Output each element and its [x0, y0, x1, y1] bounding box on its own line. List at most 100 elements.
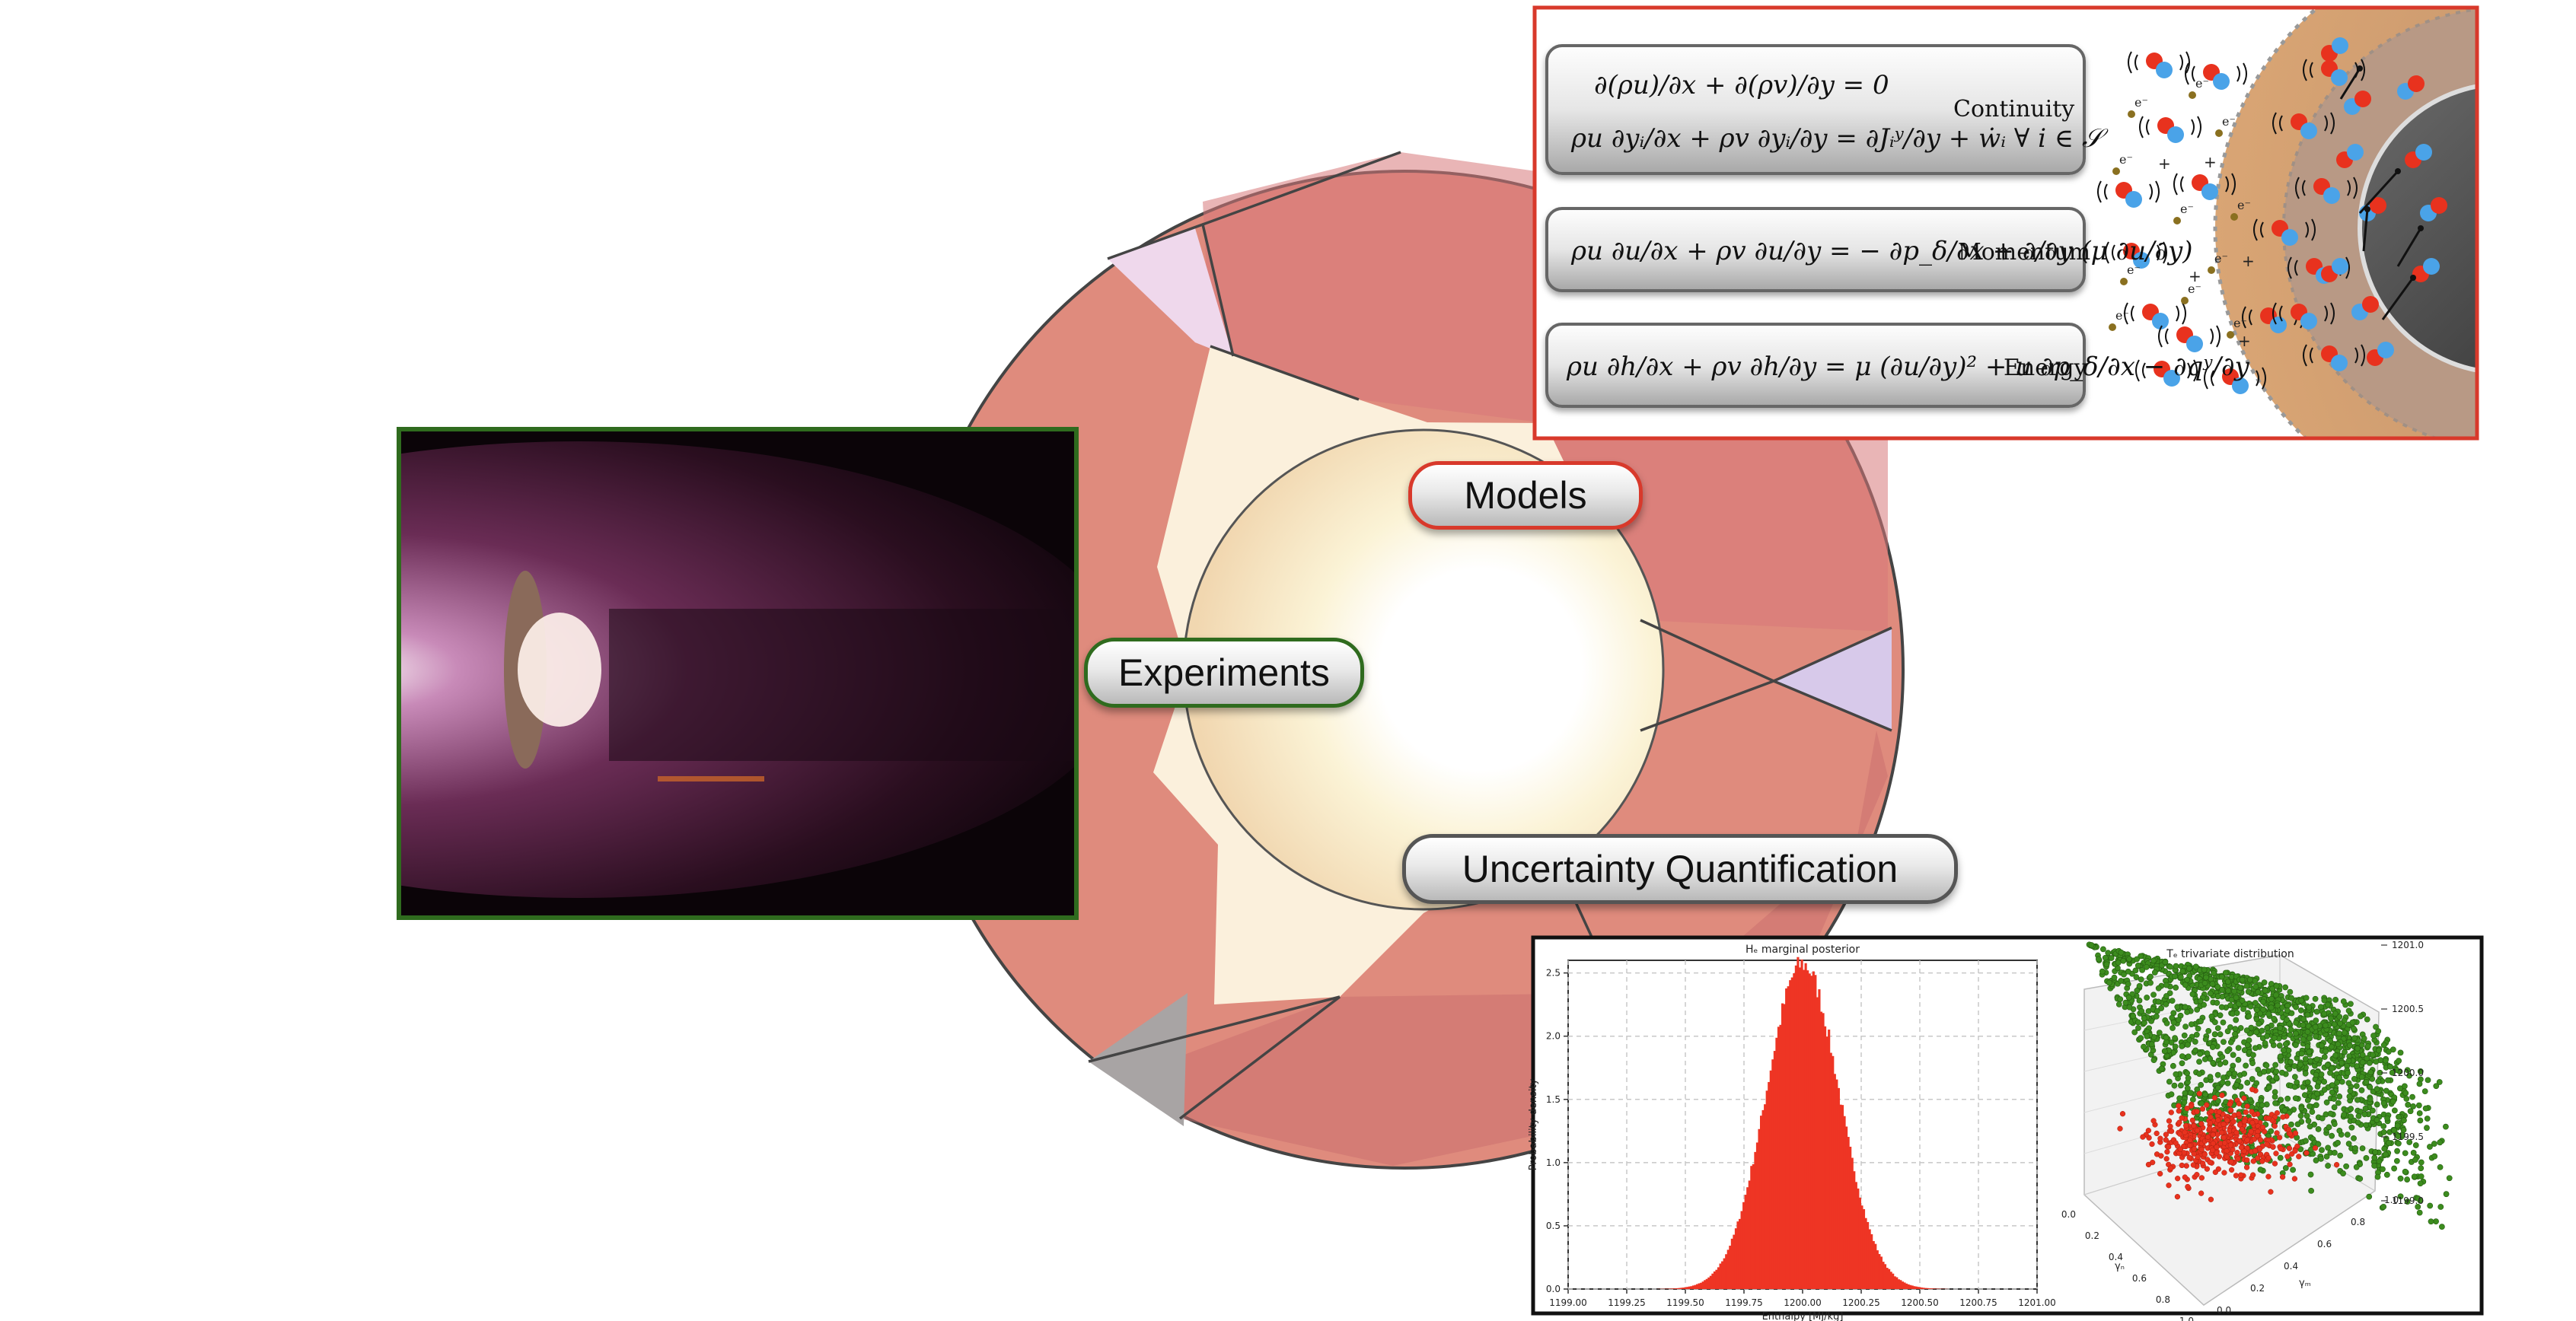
energy-panel: ρu ∂h/∂x + ρv ∂h/∂y = μ (∂u/∂y)² + u ∂p_…: [1545, 323, 2249, 408]
reaction-arrowhead: [2418, 225, 2424, 231]
hist-bar: [1907, 1284, 1910, 1289]
surface-molecule: [2321, 37, 2348, 62]
scatter-point-red: [2228, 1167, 2235, 1173]
scatter-point-green: [2182, 1004, 2189, 1011]
scatter-point-green: [2202, 1036, 2209, 1042]
hist-bar: [1845, 1126, 1848, 1289]
scatter-point-red: [2211, 1095, 2218, 1101]
electron-label: e⁻: [2233, 316, 2247, 330]
surface-molecule: [2351, 296, 2379, 320]
surface-molecule: [2321, 258, 2348, 282]
scatter-point-green: [2211, 1019, 2218, 1026]
scatter-point-green: [2416, 1209, 2423, 1216]
scatter-point-red: [2212, 1169, 2218, 1176]
scatter-point-green: [2362, 1105, 2369, 1112]
scatter-point-green: [2247, 1097, 2254, 1103]
scatter-point-red: [2230, 1119, 2236, 1125]
scatter-point-green: [2393, 1067, 2400, 1073]
surface-molecule: [2336, 144, 2364, 168]
scatter-point-green: [2282, 984, 2289, 991]
scatter-point-green: [2203, 1077, 2210, 1084]
scatter-point-green: [2252, 978, 2259, 984]
scatter-point-green: [2355, 1113, 2362, 1119]
probe-streak: [658, 776, 764, 781]
scatter-point-red: [2174, 1194, 2181, 1200]
scatter-point-green: [2402, 1150, 2409, 1157]
scatter-point-green: [2298, 997, 2305, 1004]
momentum-label: Momentum: [1958, 239, 2091, 266]
scatter-point-green: [2232, 1031, 2238, 1037]
scatter-point-green: [2325, 1163, 2332, 1169]
blue-atom: [2300, 313, 2317, 329]
scatter-point-red: [2207, 1119, 2214, 1126]
scatter-point-green: [2174, 1004, 2181, 1011]
scatter-point-green: [2331, 1150, 2338, 1156]
scatter-point-red: [2221, 1140, 2228, 1146]
surface-molecule: [2397, 75, 2425, 100]
hist-bar: [1893, 1276, 1896, 1289]
hist-bar: [1713, 1271, 1717, 1289]
scatter-point-green: [2376, 1047, 2382, 1054]
scatter-point-green: [2313, 1102, 2319, 1109]
scatter-point-red: [2280, 1114, 2286, 1120]
scatter-point-green: [2243, 1062, 2249, 1069]
scatter-point-green: [2321, 1054, 2328, 1060]
hist-bar: [1768, 1081, 1771, 1289]
scatter-ytick-label: 0.8: [2351, 1217, 2365, 1227]
reaction-arrow: [2396, 228, 2422, 267]
vibration-marks: [2272, 302, 2283, 325]
electron-dot: [2227, 331, 2234, 339]
hist-title: Hₑ marginal posterior: [1745, 944, 1860, 956]
scatter-point-green: [2184, 976, 2191, 983]
hist-bar: [1752, 1163, 1755, 1289]
scatter-point-green: [2179, 1053, 2185, 1059]
hist-bar: [1746, 1187, 1749, 1289]
hist-bar: [1806, 970, 1809, 1289]
scatter-point-green: [2211, 1031, 2218, 1038]
scatter-point-green: [2179, 1042, 2185, 1049]
scatter-point-red: [2214, 1150, 2220, 1156]
scatter-point-green: [2304, 1029, 2311, 1035]
atom: [2423, 258, 2440, 275]
reaction-arrowhead: [2410, 275, 2416, 281]
scatter-point-green: [2214, 1098, 2221, 1104]
scatter-point-green: [2272, 1062, 2279, 1068]
vibration-marks: [2210, 325, 2221, 348]
electron-label: e⁻: [2134, 95, 2148, 110]
hist-xtick-label: 1201.00: [2018, 1297, 2056, 1308]
scatter-point-green: [2290, 1167, 2296, 1173]
scatter-point-green: [2336, 1093, 2343, 1100]
lower-grey-wedge: [1089, 993, 1188, 1126]
scatter-point-green: [2345, 1069, 2351, 1076]
scatter-point-red: [2244, 1103, 2250, 1109]
scatter-point-green: [2168, 1091, 2175, 1098]
scatter-point-green: [2133, 974, 2140, 980]
vibration-marks: [2173, 173, 2184, 196]
scatter-point-green: [2364, 1016, 2370, 1023]
scatter-point-green: [2155, 998, 2162, 1005]
scatter-point-green: [2319, 1042, 2325, 1049]
scatter-point-green: [2294, 1079, 2300, 1086]
scatter-point-green: [2348, 1113, 2354, 1120]
scatter-point-green: [2233, 1010, 2240, 1017]
scatter-point-green: [2185, 1074, 2192, 1081]
scatter-point-green: [2196, 1058, 2202, 1065]
scatter-point-green: [2135, 1025, 2141, 1031]
scatter-point-red: [2294, 1143, 2300, 1150]
scatter-point-red: [2205, 1134, 2211, 1140]
species-particles: e⁻e⁻e⁻e⁻e⁻ e⁻e⁻e⁻e⁻e⁻e⁻+ ++++: [2097, 37, 2447, 394]
vibration-marks: [2185, 62, 2195, 85]
scatter-point-green: [2386, 1140, 2392, 1146]
molecule: [2124, 302, 2186, 329]
scatter-point-green: [2158, 1005, 2165, 1011]
scatter-point-red: [2195, 1154, 2201, 1160]
scatter-point-green: [2253, 1007, 2260, 1013]
hist-bar: [1680, 1288, 1683, 1289]
molecule: [2135, 359, 2198, 387]
scatter-point-red: [2185, 1183, 2191, 1190]
scatter-point-green: [2393, 1157, 2400, 1164]
scatter-point-green: [2260, 998, 2266, 1005]
scatter-point-green: [2285, 1047, 2292, 1054]
scatter-point-green: [2218, 973, 2225, 980]
scatter-point-green: [2214, 983, 2221, 990]
